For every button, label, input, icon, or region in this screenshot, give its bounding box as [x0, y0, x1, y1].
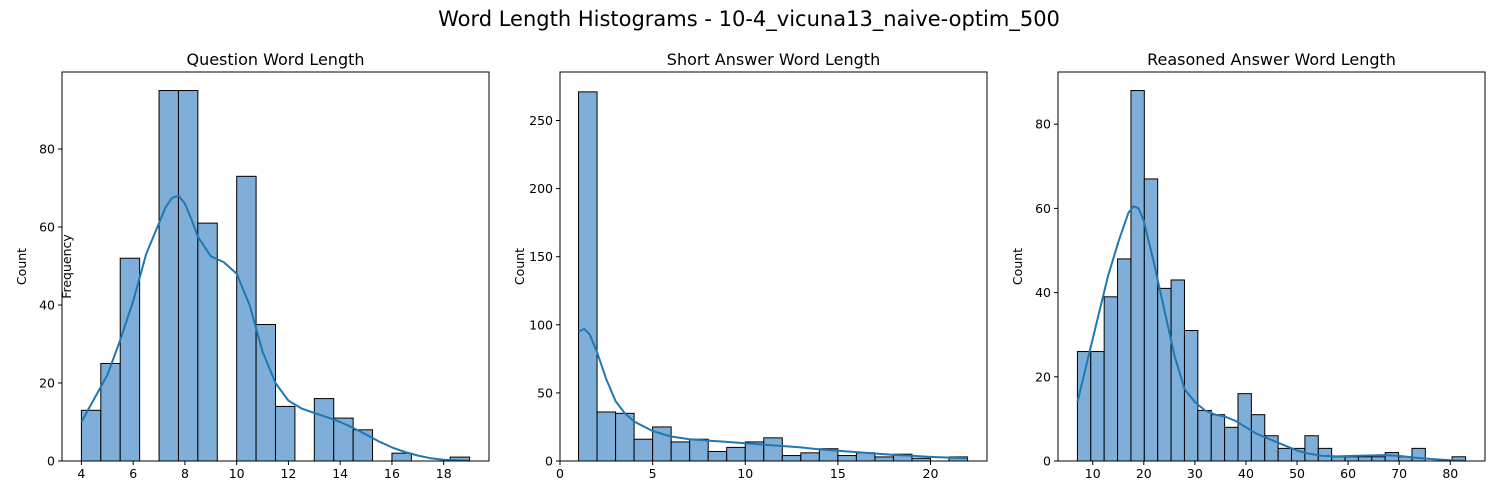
axes-question-word-length: Question Word Length 4 6 8 10 12 14 16 18 0 20 40 6… [14, 50, 490, 481]
y-tick-label: 60 [1035, 201, 1051, 216]
histogram-bar [255, 324, 277, 462]
kde-line [80, 194, 470, 462]
x-tick-label: 10 [737, 466, 753, 481]
histogram-bar [1130, 90, 1145, 462]
x-tick-label: 14 [332, 466, 348, 481]
axes-frame [1057, 71, 1486, 462]
y-tick-label: 40 [1035, 285, 1051, 300]
histogram-bar [1384, 452, 1400, 462]
y-tick-label: 80 [39, 142, 55, 157]
y-tick-label: 250 [529, 113, 553, 128]
axes-title: Short Answer Word Length [667, 50, 880, 69]
y-axis-label: Count [1010, 248, 1025, 285]
y-tick-label: 0 [47, 454, 55, 469]
histogram-bar [837, 455, 857, 462]
histogram-bar [313, 398, 335, 462]
axes-reasoned-answer-word-length: Reasoned Answer Word Length 10 20 30 40 50 60… [1010, 50, 1486, 481]
axes-title: Question Word Length [186, 50, 364, 69]
y-tick-label: 40 [39, 298, 55, 313]
histogram-bar [874, 456, 894, 462]
x-tick-label: 20 [1136, 466, 1152, 481]
histogram-bar [1090, 351, 1105, 462]
y-tick-label: 100 [529, 317, 553, 332]
y-tick-label: 50 [537, 385, 553, 400]
x-tick-label: 12 [280, 466, 296, 481]
histogram-bar [1170, 279, 1185, 462]
x-tick-label: 50 [1289, 466, 1305, 481]
y-axis-overlay-label: Frequency [59, 234, 74, 299]
histogram-bar [1250, 414, 1266, 462]
x-tick-label: 6 [129, 466, 137, 481]
y-axis-label: Count [512, 248, 527, 285]
histogram-bar [1304, 435, 1319, 462]
x-tick-label: 70 [1391, 466, 1407, 481]
histogram-bar [275, 405, 296, 462]
histogram-bar [1210, 414, 1226, 462]
axes-frame [61, 71, 490, 462]
kde-line [1076, 205, 1466, 462]
y-tick-label: 0 [545, 454, 553, 469]
histogram-bar [800, 452, 820, 462]
x-tick-label: 8 [181, 466, 189, 481]
y-axis-label: Count [14, 248, 29, 285]
histogram-bar [100, 363, 121, 462]
histogram-bar [1197, 409, 1212, 462]
x-tick-label: 40 [1238, 466, 1254, 481]
x-tick-label: 15 [830, 466, 846, 481]
x-tick-label: 60 [1340, 466, 1356, 481]
axes-title: Reasoned Answer Word Length [1147, 50, 1396, 69]
x-tick-label: 4 [77, 466, 85, 481]
y-tick-label: 60 [39, 220, 55, 235]
y-tick-label: 0 [1043, 454, 1051, 469]
histogram-bar [158, 90, 179, 462]
histogram-bar [1277, 447, 1293, 462]
histogram-bar [1103, 296, 1119, 462]
x-tick-label: 5 [649, 466, 657, 481]
histogram-bar [707, 450, 728, 462]
histogram-bar [391, 452, 412, 462]
histogram-bar [1143, 178, 1159, 462]
histogram-bar [596, 411, 617, 462]
histogram-bar [689, 438, 709, 462]
histogram-bar [1117, 258, 1132, 462]
histogram-bar [352, 429, 374, 462]
x-tick-label: 80 [1442, 466, 1458, 481]
x-tick-label: 10 [229, 466, 245, 481]
axes-frame [559, 71, 988, 462]
x-tick-label: 16 [384, 466, 400, 481]
histogram-bar [177, 90, 199, 462]
histogram-bar [726, 446, 746, 462]
axes-short-answer-word-length: Short Answer Word Length 0 5 10 15 200501001… [512, 50, 988, 481]
y-tick-label: 150 [529, 249, 553, 264]
histogram-bar [633, 438, 654, 462]
histogram-bar [670, 441, 691, 462]
histogram-bar [1224, 426, 1239, 462]
histogram-bar [1344, 456, 1359, 462]
histogram-bar [578, 91, 598, 462]
x-tick-label: 20 [923, 466, 939, 481]
histogram-bar [1076, 351, 1092, 462]
x-tick-label: 0 [556, 466, 564, 481]
histogram-bar [1357, 456, 1373, 462]
y-tick-label: 20 [39, 376, 55, 391]
y-tick-label: 200 [529, 181, 553, 196]
x-tick-label: 10 [1085, 466, 1101, 481]
histogram-bar [1371, 456, 1386, 462]
histogram-bar [615, 412, 635, 462]
x-tick-label: 18 [436, 466, 452, 481]
figure-title: Word Length Histograms - 10-4_vicuna13_n… [438, 7, 1060, 32]
x-tick-label: 30 [1187, 466, 1203, 481]
kde-line [578, 327, 968, 460]
histogram-bar [1183, 329, 1199, 462]
y-tick-label: 80 [1035, 117, 1051, 132]
y-tick-label: 20 [1035, 369, 1051, 384]
histogram-bar [1331, 456, 1346, 462]
histogram-bar [781, 455, 802, 462]
histogram-bar [763, 437, 783, 462]
